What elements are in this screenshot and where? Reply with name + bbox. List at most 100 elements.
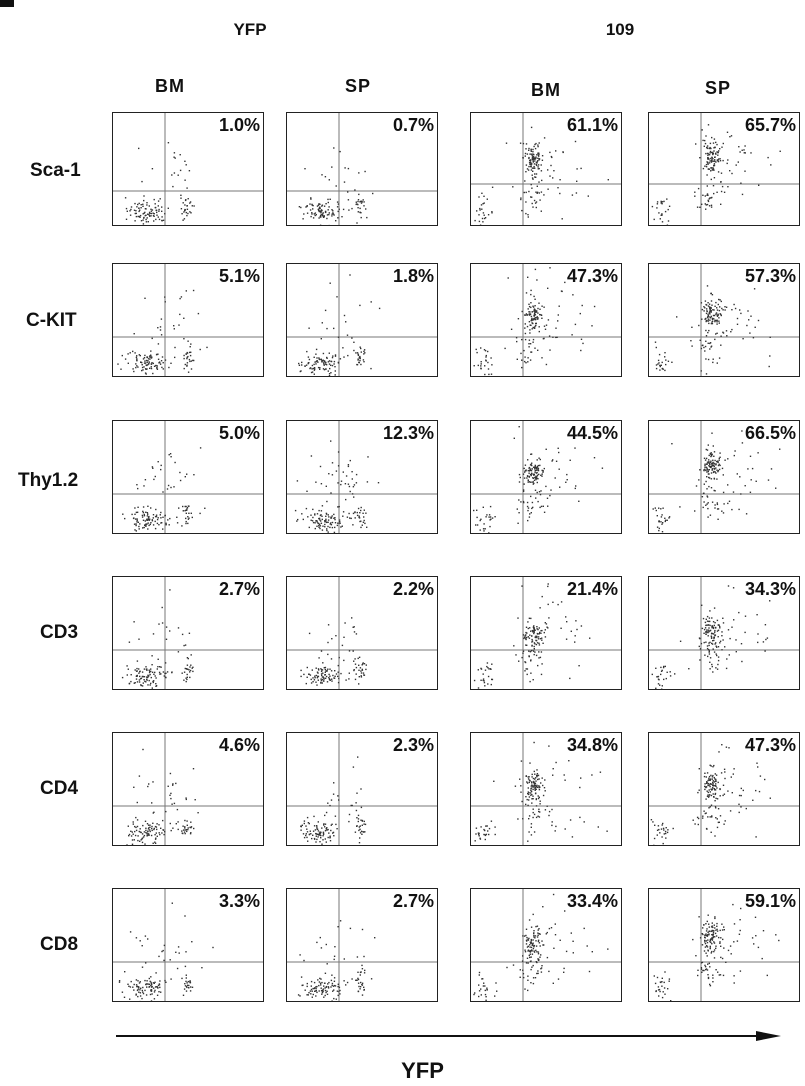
dot-cluster-1 [522,925,545,964]
dot-cluster-0 [298,197,350,225]
dot-plot-sca-1-109-bm: 61.1% [470,112,622,226]
panel-letter-fragment [0,0,14,7]
dot-plot-c-kit-109-sp: 57.3% [648,263,800,377]
dot-cluster-1 [700,292,726,334]
dot-cluster-3 [507,267,596,366]
dot-cluster-0 [653,971,672,1001]
dot-cluster-1 [522,617,547,657]
dot-cloud [113,421,263,533]
percent-label: 21.4% [565,579,619,600]
dot-cluster-0 [297,972,345,1001]
percent-label: 4.6% [217,735,261,756]
dot-cluster-0 [298,348,345,376]
dot-cluster-1 [698,764,726,808]
dot-plot-sca-1-yfp-bm: 1.0% [112,112,264,226]
dot-cluster-2 [133,748,199,835]
dot-cluster-3 [493,741,608,838]
dot-cluster-2 [697,941,725,987]
dot-cloud [113,889,263,1001]
dot-cluster-0 [122,505,178,532]
dot-cluster-3 [679,585,771,663]
dot-cloud [471,264,621,376]
dot-plot-cd8-109-bm: 33.4% [470,888,622,1002]
dot-cluster-2 [304,147,374,224]
group-label-yfp: YFP [233,20,267,39]
dot-cloud [649,113,799,225]
dot-cluster-2 [504,325,551,369]
dot-cluster-0 [118,971,191,1001]
dot-cluster-1 [183,346,195,373]
dot-cluster-2 [517,791,553,842]
dot-cloud [287,264,437,376]
row-label-cd3: CD3 [40,622,79,643]
dot-cluster-2 [317,756,363,838]
dot-cloud [649,733,799,845]
dot-cloud [113,264,263,376]
dot-cluster-1 [698,607,725,653]
dot-cluster-0 [473,347,493,376]
dot-plot-cd3-109-sp: 34.3% [648,576,800,690]
percent-label: 2.7% [217,579,261,600]
dot-cluster-2 [134,447,206,517]
dot-cluster-2 [133,289,208,367]
dot-cluster-0 [126,812,174,845]
dot-plot-cd4-109-bm: 34.8% [470,732,622,846]
dot-cloud [287,421,437,533]
dot-cloud [287,733,437,845]
percent-label: 44.5% [565,423,619,444]
dot-cluster-0 [473,505,496,533]
dot-cluster-2 [516,477,544,524]
group-label-109: 109 [605,20,635,39]
dot-cluster-1 [517,289,548,335]
column-label-sp-yfp: SP [344,76,371,96]
row-label-cd4: CD4 [40,778,79,799]
dot-plot-c-kit-yfp-sp: 1.8% [286,263,438,377]
dot-cluster-0 [117,350,172,375]
dot-cluster-1 [181,657,194,683]
dot-plot-thy1-2-109-sp: 66.5% [648,420,800,534]
row-label-cd8: CD8 [40,934,79,955]
dot-cloud [471,421,621,533]
percent-label: 5.0% [217,423,261,444]
dot-cluster-1 [177,819,195,835]
dot-cluster-3 [692,892,780,984]
dot-cloud [471,113,621,225]
percent-label: 12.3% [381,423,435,444]
dot-cluster-1 [355,968,366,996]
dot-cloud [649,889,799,1001]
dot-cloud [649,264,799,376]
column-label-bm-109: BM [531,80,561,100]
dot-cluster-2 [512,178,543,218]
percent-label: 34.8% [565,735,619,756]
percent-label: 2.2% [391,579,435,600]
dot-plot-sca-1-yfp-sp: 0.7% [286,112,438,226]
dot-plot-cd4-yfp-sp: 2.3% [286,732,438,846]
dot-cluster-2 [128,589,192,687]
dot-cluster-2 [296,440,380,528]
dot-plot-cd3-yfp-bm: 2.7% [112,576,264,690]
dot-cluster-2 [690,321,722,375]
dot-cluster-0 [651,665,676,689]
dot-plot-cd4-109-sp: 47.3% [648,732,800,846]
dot-cluster-1 [699,444,726,488]
dot-cluster-2 [692,798,726,837]
percent-label: 65.7% [743,115,797,136]
dot-plot-cd4-yfp-bm: 4.6% [112,732,264,846]
percent-label: 5.1% [217,266,261,287]
dot-cloud [113,113,263,225]
dot-cluster-0 [125,195,169,225]
dot-cluster-2 [306,274,381,370]
dot-cloud [471,889,621,1001]
dot-cluster-1 [351,193,368,219]
dot-cluster-2 [512,953,549,992]
dot-cluster-3 [491,126,609,220]
dot-cluster-3 [695,129,781,196]
dot-cluster-0 [300,814,338,845]
dot-cloud [471,733,621,845]
dot-cluster-3 [696,744,771,838]
dot-cluster-0 [650,819,674,845]
dot-cluster-2 [694,479,729,520]
dot-cluster-1 [176,505,193,527]
percent-label: 1.8% [391,266,435,287]
percent-label: 47.3% [565,266,619,287]
